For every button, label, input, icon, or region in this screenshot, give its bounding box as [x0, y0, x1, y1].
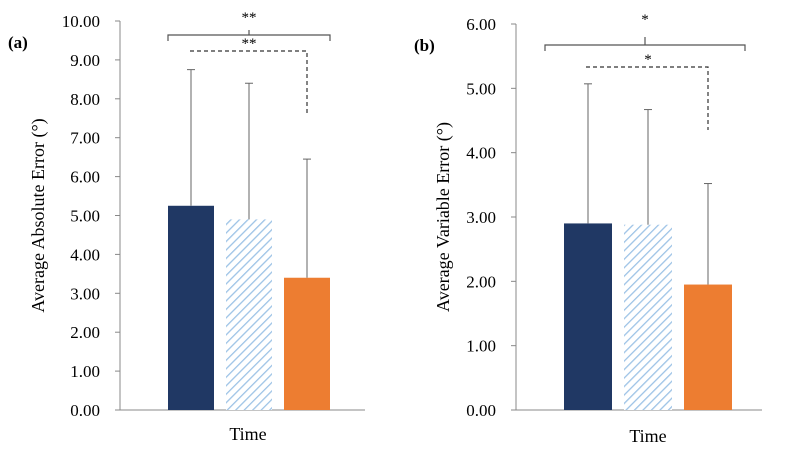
- y-axis-title: Average Variable Error (°): [433, 122, 454, 312]
- y-tick-label: 5.00: [466, 79, 496, 98]
- chart-panel-b: (b) 0.00 1.00 2.00 3.00 4.00 5.00 6.00 Average V…: [414, 12, 762, 446]
- y-tick-label: 7.00: [70, 129, 100, 148]
- y-tick-label: 9.00: [70, 51, 100, 70]
- significance-bracket: [544, 44, 746, 51]
- y-tick-label: 3.00: [70, 284, 100, 303]
- x-axis-title: Time: [229, 424, 266, 444]
- significance-bracket-dashed: [190, 50, 308, 116]
- panel-label: (b): [414, 36, 435, 55]
- bar-3: [284, 277, 330, 410]
- y-axis-title: Average Absolute Error (°): [28, 118, 49, 312]
- y-tick-label: 1.00: [70, 362, 100, 381]
- bar-2: [624, 224, 672, 410]
- y-tick-label: 5.00: [70, 207, 100, 226]
- y-tick-label: 2.00: [466, 272, 496, 291]
- y-tick-label: 1.00: [466, 337, 496, 356]
- y-tick-label: 6.00: [70, 168, 100, 187]
- significance-marker: **: [242, 36, 257, 52]
- significance-bracket-dashed: [586, 66, 709, 130]
- x-axis-title: Time: [629, 426, 666, 446]
- y-tick-label: 4.00: [466, 144, 496, 163]
- chart-panel-a: (a) 0.00 1.00 2.00 3.00 4.00 5.00 6.00 7.00 8.00 9…: [8, 10, 365, 444]
- significance-marker: *: [644, 52, 652, 68]
- y-tick-label: 0.00: [466, 401, 496, 420]
- bar-2: [226, 219, 272, 410]
- y-tick-label: 8.00: [70, 90, 100, 109]
- panel-label: (a): [8, 33, 28, 52]
- bar-1: [564, 223, 612, 410]
- y-tick-label: 2.00: [70, 323, 100, 342]
- bar-3: [684, 284, 732, 410]
- significance-marker: *: [641, 12, 649, 28]
- bar-1: [168, 205, 214, 410]
- y-tick-label: 4.00: [70, 245, 100, 264]
- significance-marker: **: [242, 10, 257, 26]
- y-tick-label: 6.00: [466, 15, 496, 34]
- y-tick-label: 3.00: [466, 208, 496, 227]
- y-tick-label: 10.00: [62, 12, 100, 31]
- y-tick-label: 0.00: [70, 401, 100, 420]
